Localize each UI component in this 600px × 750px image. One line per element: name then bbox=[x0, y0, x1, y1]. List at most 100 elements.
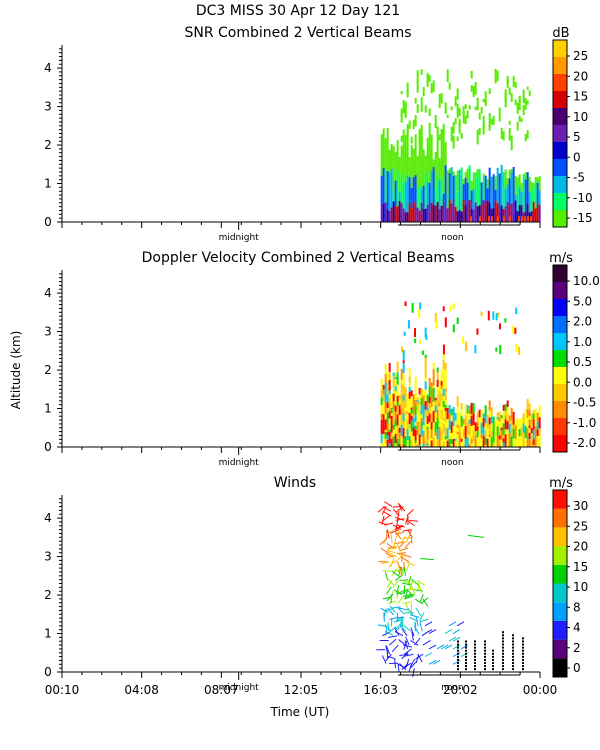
snr-cell bbox=[490, 208, 493, 222]
wind-barb bbox=[391, 568, 398, 577]
doppler-cell bbox=[428, 431, 431, 441]
doppler-cell bbox=[380, 413, 383, 420]
doppler-cell bbox=[400, 424, 403, 437]
wind-barb bbox=[386, 580, 393, 589]
colorbar-segment bbox=[553, 490, 567, 509]
wind-barb bbox=[404, 589, 409, 599]
wind-barb bbox=[385, 645, 391, 655]
wind-barb bbox=[405, 658, 410, 668]
doppler-cell bbox=[422, 413, 425, 426]
doppler-cell bbox=[480, 422, 483, 434]
colorbar-segment bbox=[553, 91, 567, 108]
snr-cell bbox=[404, 181, 407, 213]
snr-cell bbox=[406, 82, 409, 98]
snr-cell bbox=[454, 118, 457, 125]
wind-calm-point bbox=[512, 658, 514, 661]
snr-cell bbox=[384, 138, 387, 171]
wind-calm-point bbox=[457, 640, 459, 643]
snr-cell bbox=[532, 201, 535, 222]
wind-calm-point bbox=[484, 649, 486, 652]
wind-calm-point bbox=[522, 649, 524, 652]
doppler-cell bbox=[434, 397, 437, 401]
doppler-cell bbox=[412, 417, 415, 428]
doppler-cell bbox=[500, 427, 503, 431]
doppler-cell bbox=[504, 434, 507, 445]
y-tick-label: 1 bbox=[44, 627, 52, 641]
doppler-cell bbox=[530, 413, 533, 425]
doppler-cell bbox=[490, 430, 493, 438]
doppler-cell bbox=[416, 421, 419, 425]
doppler-cell bbox=[432, 388, 435, 394]
doppler-cell bbox=[524, 409, 527, 421]
doppler-cell bbox=[522, 432, 525, 440]
doppler-cell bbox=[442, 417, 445, 421]
doppler-cell bbox=[482, 427, 485, 437]
wind-calm-point bbox=[484, 661, 486, 664]
doppler-cell bbox=[420, 426, 423, 437]
colorbar-tick-label: 15 bbox=[573, 90, 588, 104]
wind-barb bbox=[407, 607, 414, 616]
wind-barb bbox=[385, 626, 388, 636]
snr-cell bbox=[514, 82, 517, 89]
snr-cell bbox=[440, 93, 443, 104]
colorbar-segment bbox=[553, 159, 567, 176]
doppler-cell bbox=[402, 373, 405, 380]
doppler-cell bbox=[444, 317, 447, 328]
wind-calm-point bbox=[492, 649, 494, 652]
snr-cell bbox=[450, 203, 453, 222]
doppler-cell bbox=[495, 347, 498, 352]
wind-barb bbox=[383, 612, 385, 622]
doppler-cell bbox=[504, 444, 507, 447]
snr-cell bbox=[426, 204, 429, 222]
wind-barb bbox=[382, 570, 392, 572]
wind-barb bbox=[389, 605, 396, 614]
doppler-cell bbox=[460, 403, 463, 410]
doppler-cell bbox=[432, 369, 435, 375]
snr-cell bbox=[432, 204, 435, 222]
doppler-cell bbox=[428, 422, 431, 432]
wind-barb bbox=[394, 631, 404, 637]
doppler-cell bbox=[492, 311, 495, 320]
doppler-cell bbox=[400, 392, 403, 404]
colorbar-segment bbox=[553, 333, 567, 350]
snr-cell bbox=[430, 134, 433, 171]
doppler-cell bbox=[468, 419, 471, 424]
snr-cell bbox=[534, 208, 537, 222]
wind-barb bbox=[397, 607, 406, 615]
snr-cell bbox=[428, 182, 431, 212]
y-tick-label: 3 bbox=[44, 100, 52, 114]
doppler-cell bbox=[386, 412, 389, 424]
doppler-cell bbox=[400, 409, 403, 415]
doppler-cell bbox=[450, 433, 453, 440]
doppler-cell bbox=[380, 378, 383, 390]
wind-barb bbox=[428, 629, 437, 634]
doppler-cell bbox=[472, 403, 475, 414]
wind-calm-point bbox=[484, 640, 486, 643]
snr-cell bbox=[488, 88, 491, 95]
snr-cell bbox=[464, 115, 467, 125]
wind-barb bbox=[409, 616, 418, 622]
snr-cell bbox=[474, 202, 477, 222]
snr-cell bbox=[406, 124, 409, 134]
colorbar-tick-label: 5 bbox=[573, 130, 581, 144]
doppler-cell bbox=[444, 390, 447, 400]
wind-barb bbox=[390, 534, 393, 544]
midnight-label: midnight bbox=[219, 233, 260, 243]
wind-barb bbox=[424, 652, 433, 658]
snr-cell bbox=[503, 216, 505, 222]
doppler-cell bbox=[538, 437, 541, 447]
doppler-cell bbox=[384, 364, 387, 374]
doppler-cell bbox=[450, 439, 453, 444]
doppler-cell bbox=[448, 404, 451, 414]
snr-cell bbox=[430, 83, 433, 94]
snr-cell bbox=[394, 180, 397, 206]
colorbar-segment bbox=[553, 401, 567, 418]
doppler-cell bbox=[490, 407, 493, 417]
doppler-cell bbox=[418, 404, 421, 411]
wind-barb bbox=[404, 541, 412, 549]
doppler-cell bbox=[532, 419, 535, 423]
snr-cell bbox=[398, 200, 401, 222]
snr-cell bbox=[506, 201, 509, 222]
wind-calm-point bbox=[465, 661, 467, 664]
snr-cell bbox=[410, 136, 413, 144]
